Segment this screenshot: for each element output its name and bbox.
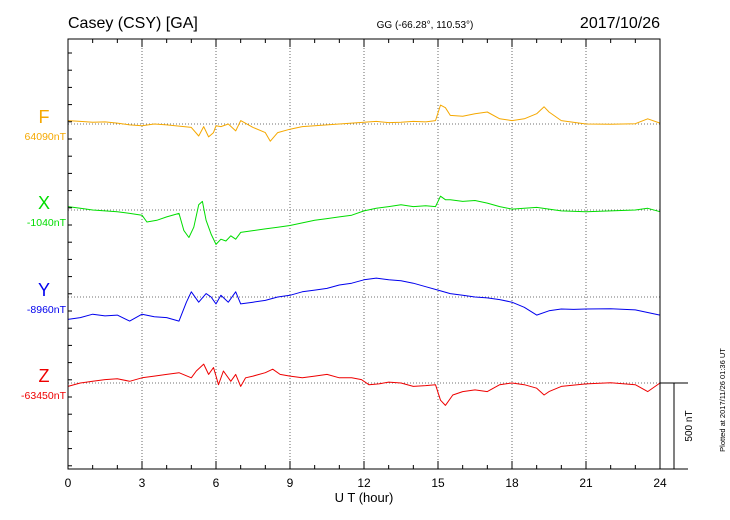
grid [141,39,587,469]
plot-frame [67,38,661,470]
x-tick-label: 12 [357,476,371,490]
series-line-z [67,363,661,406]
x-tick-label: 9 [287,476,294,490]
date-label: 2017/10/26 [580,15,660,32]
x-tick-label: 15 [431,476,445,490]
series-name-y: Y [38,280,50,300]
x-tick-label: 24 [653,476,667,490]
x-tick-label: 21 [579,476,593,490]
series-line-f [67,104,661,142]
series-name-z: Z [39,366,50,386]
series-baseline-z: -63450nT [21,390,67,402]
x-tick-label: 0 [65,476,72,490]
x-tick-label: 18 [505,476,519,490]
x-tick-label: 6 [213,476,220,490]
series-name-x: X [38,193,50,213]
station-title: Casey (CSY) [GA] [68,15,198,32]
x-tick-label: 3 [139,476,146,490]
series-name-f: F [39,107,50,127]
series-line-x [67,195,661,245]
plotted-at-label: Plotted at 2017/11/26 01:36 UT [718,348,727,452]
x-axis-ticks: 0 3 6 9 12 15 18 21 24 [65,39,667,490]
scale-bar-label: 500 nT [684,410,695,441]
series-labels: F 64090nT X -1040nT Y -8960nT Z -63450nT [21,107,67,402]
coordinates-label: GG (-66.28°, 110.53°) [377,20,474,31]
series-lines [67,104,661,406]
series-line-y [67,277,661,322]
series-baseline-f: 64090nT [25,131,67,143]
series-baseline-y: -8960nT [27,304,67,316]
series-baseline-x: -1040nT [27,217,67,229]
x-axis-label: U T (hour) [335,490,394,505]
scale-bar: 500 nT [660,382,695,470]
